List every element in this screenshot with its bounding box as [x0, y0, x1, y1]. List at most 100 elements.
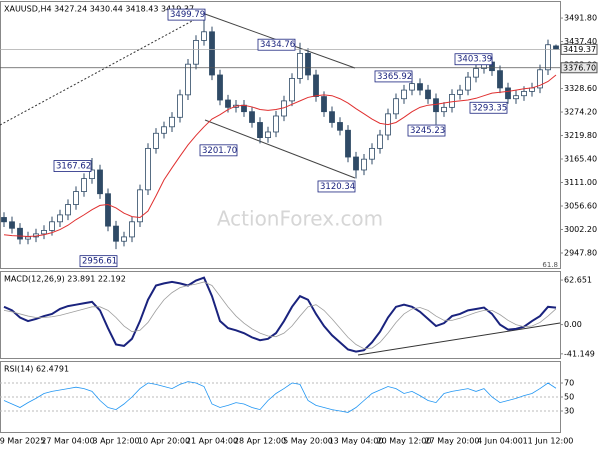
- annotation-box: [167, 8, 206, 21]
- x-tick-label: 13 May 04:00: [329, 437, 384, 446]
- candle-body: [401, 89, 407, 100]
- y-tick-label: 3165.40: [564, 155, 597, 164]
- candle-body: [41, 230, 47, 235]
- annotation: 3403.39: [457, 55, 492, 65]
- candle-body: [225, 99, 231, 108]
- x-tick-label: 19 Mar 2025: [0, 437, 45, 446]
- candle-body: [553, 45, 559, 50]
- candle-body: [361, 158, 367, 171]
- candle-body: [9, 221, 15, 229]
- annotation: 3201.70: [202, 146, 237, 156]
- moving-average: [3, 74, 557, 237]
- candle-body: [521, 90, 527, 97]
- x-tick-label: 21 Apr 04:00: [186, 437, 238, 446]
- candle-body: [201, 31, 207, 41]
- y-tick-label: 2947.80: [564, 248, 597, 257]
- candle-body: [393, 98, 399, 115]
- price-panel: [0, 1, 561, 269]
- indicator-line: [3, 381, 557, 413]
- x-tick-label: 28 Apr 12:00: [234, 437, 286, 446]
- y-tick-label: 3274.20: [564, 108, 597, 117]
- x-tick-label: 27 Mar 04:00: [41, 437, 94, 446]
- candle-body: [145, 147, 151, 191]
- candle-body: [409, 83, 415, 91]
- price-box: [560, 62, 598, 74]
- annotation: 3120.34: [320, 182, 355, 192]
- candle-body: [81, 178, 87, 192]
- candle-body: [217, 74, 223, 101]
- y-tick-label: 70: [564, 379, 574, 388]
- annotation-box: [469, 101, 508, 114]
- candle-body: [377, 134, 383, 149]
- y-tick-label: 50: [564, 393, 574, 402]
- candle-body: [457, 89, 463, 95]
- y-tick-label: 30: [564, 407, 574, 416]
- candle-body: [353, 156, 359, 171]
- annotation-box: [79, 255, 118, 268]
- annotation-box: [53, 160, 92, 172]
- candle-body: [313, 74, 319, 97]
- macd-trend-line: [357, 322, 561, 356]
- candle-body: [513, 95, 519, 100]
- candle-body: [449, 94, 455, 108]
- candle-body: [241, 104, 247, 113]
- marks: XAUUSD,H4 3427.24 3430.44 3418.43 3419.3…: [0, 5, 598, 446]
- annotation-box: [454, 53, 493, 66]
- candle-body: [417, 83, 423, 91]
- candle-body: [105, 193, 111, 227]
- candle-body: [49, 221, 55, 231]
- candle-body: [345, 129, 351, 158]
- y-tick-label: 3002.20: [564, 225, 597, 234]
- candle-body: [193, 40, 199, 65]
- y-tick-label: -41.149: [564, 349, 595, 358]
- candle-body: [25, 236, 31, 240]
- candle-body: [137, 189, 143, 223]
- annotation-box: [317, 180, 356, 193]
- candle-body: [209, 31, 215, 76]
- candle-body: [161, 126, 167, 134]
- candle-body: [57, 214, 63, 223]
- candle-body: [73, 191, 79, 205]
- annotation: 3499.79: [170, 10, 205, 20]
- x-tick-label: 4 Jun 04:00: [477, 437, 523, 446]
- indicator-line: [3, 276, 557, 353]
- candle-body: [185, 63, 191, 96]
- candle-body: [433, 98, 439, 113]
- macd-panel: [0, 271, 561, 359]
- panel-title: XAUUSD,H4 3427.24 3430.44 3418.43 3419.3…: [4, 5, 194, 14]
- candle-body: [89, 169, 95, 180]
- candle-body: [545, 44, 551, 71]
- x-tick-label: 27 May 20:00: [425, 437, 480, 446]
- annotation-box: [407, 124, 446, 137]
- panel-title: MACD(12,26,9) 23.891 22.192: [4, 275, 126, 284]
- annotation: 3434.76: [260, 40, 295, 50]
- candle-body: [65, 204, 71, 216]
- candle-body: [257, 122, 263, 138]
- y-tick-label: 3328.60: [564, 84, 597, 93]
- x-tick-label: 5 May 20:00: [283, 437, 333, 446]
- candle-body: [289, 78, 295, 102]
- watermark: ActionForex.com: [217, 207, 383, 231]
- y-tick-label: 62.651: [564, 276, 592, 285]
- candle-body: [369, 147, 375, 160]
- y-tick-label: 0.00: [564, 320, 582, 329]
- annotation-box: [199, 144, 238, 157]
- y-tick-label: 3056.60: [564, 201, 597, 210]
- price-box: [560, 43, 598, 55]
- y-tick-label: 3219.80: [564, 131, 597, 140]
- panel-title: RSI(14) 62.4791: [4, 365, 69, 374]
- candle-body: [321, 96, 327, 113]
- annotation: 3365.92: [377, 72, 412, 82]
- candle-body: [169, 116, 175, 128]
- price-label: 3419.37: [563, 45, 596, 54]
- candle-body: [121, 236, 127, 242]
- candle-body: [265, 131, 271, 138]
- candle-body: [113, 225, 119, 242]
- candle-body: [329, 111, 335, 123]
- price-label: 3376.70: [563, 63, 596, 72]
- candle-body: [465, 76, 471, 91]
- x-tick-label: 20 May 12:00: [377, 437, 432, 446]
- candle-body: [537, 69, 543, 89]
- candle-body: [249, 111, 255, 123]
